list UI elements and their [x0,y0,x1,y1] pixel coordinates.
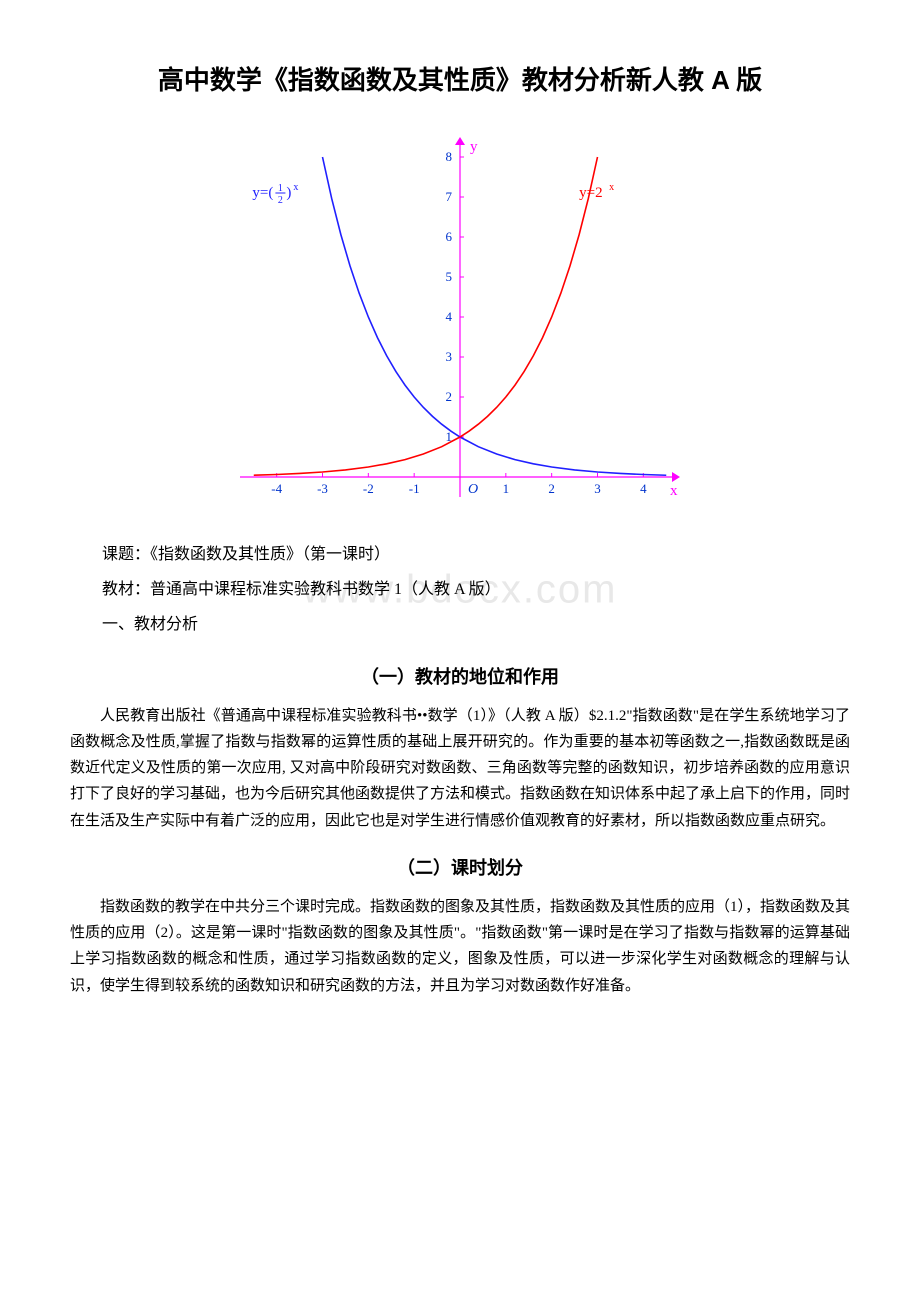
chart-svg: -4-3-2-1123412345678Oxyy=(12)xy=2x [240,137,680,497]
svg-text:-1: -1 [409,481,420,496]
section-heading-2: （二）课时划分 [70,854,850,880]
svg-text:4: 4 [640,481,647,496]
lesson-title: 课题：《指数函数及其性质》（第一课时） [70,537,850,572]
svg-text:6: 6 [446,229,453,244]
sections-container: （一）教材的地位和作用人民教育出版社《普通高中课程标准实验教科书••数学（1）》… [70,663,850,999]
svg-text:4: 4 [446,309,453,324]
section-number: 一、教材分析 [70,607,850,642]
svg-text:1: 1 [278,183,283,194]
info-block: www.bdocx.com 课题：《指数函数及其性质》（第一课时） 教材：普通高… [70,537,850,643]
svg-text:x: x [670,483,678,497]
svg-text:O: O [468,482,478,497]
page-title: 高中数学《指数函数及其性质》教材分析新人教 A 版 [70,60,850,97]
section-heading-1: （一）教材的地位和作用 [70,663,850,689]
section-paragraph-2: 指数函数的教学在中共分三个课时完成。指数函数的图象及其性质，指数函数及其性质的应… [70,894,850,999]
svg-text:y=(: y=( [252,185,273,201]
svg-text:y: y [470,139,478,155]
svg-text:-4: -4 [271,481,282,496]
svg-text:7: 7 [446,189,453,204]
exponential-chart: -4-3-2-1123412345678Oxyy=(12)xy=2x [240,137,680,497]
svg-text:2: 2 [446,389,453,404]
svg-text:1: 1 [503,481,510,496]
svg-text:8: 8 [446,149,453,164]
svg-text:y=2: y=2 [579,185,602,201]
svg-text:3: 3 [594,481,601,496]
svg-text:-3: -3 [317,481,328,496]
svg-text:3: 3 [446,349,453,364]
textbook-line: 教材：普通高中课程标准实验教科书数学 1（人教 A 版） [70,572,850,607]
svg-text:): ) [286,185,291,201]
svg-text:2: 2 [278,195,283,206]
svg-text:5: 5 [446,269,453,284]
svg-text:-2: -2 [363,481,374,496]
svg-text:x: x [293,182,298,193]
svg-text:x: x [609,182,614,193]
section-paragraph-1: 人民教育出版社《普通高中课程标准实验教科书••数学（1）》（人教 A 版）$2.… [70,703,850,834]
svg-text:2: 2 [548,481,555,496]
